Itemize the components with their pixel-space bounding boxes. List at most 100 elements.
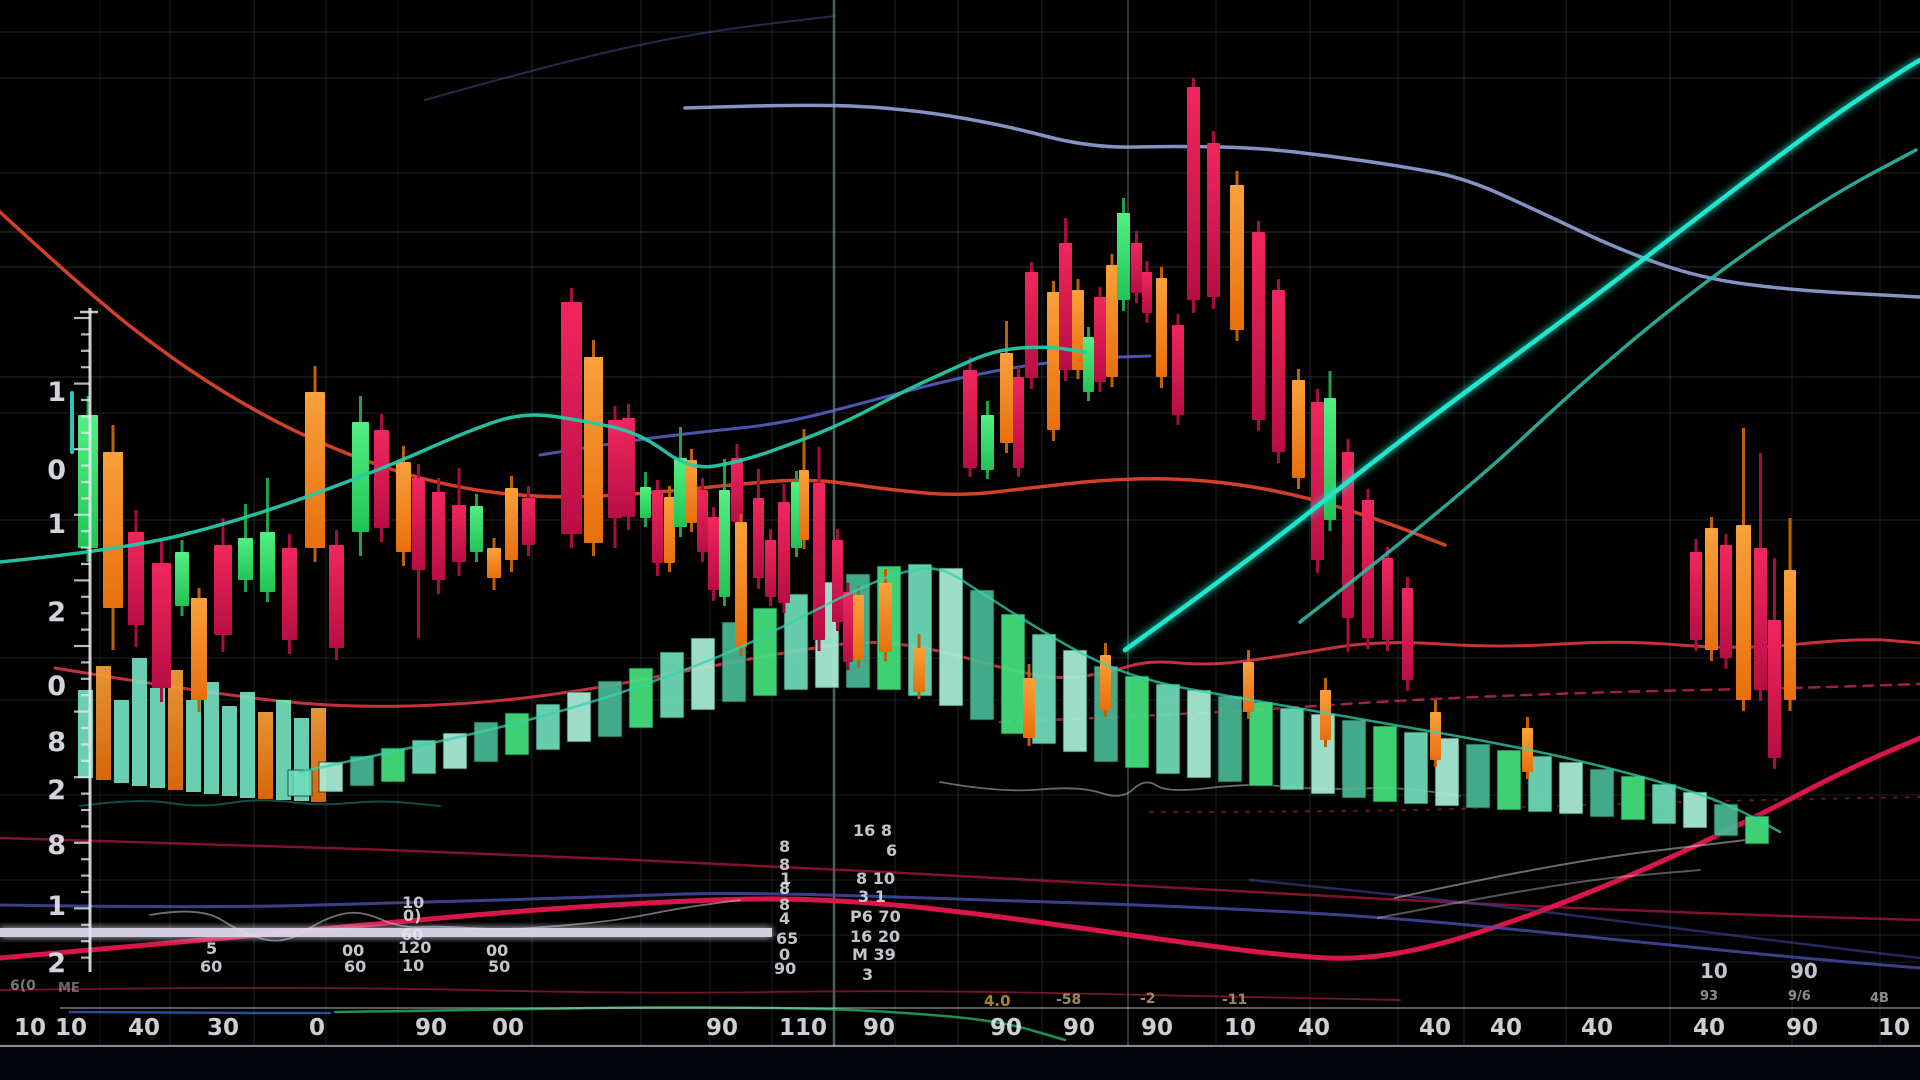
decorative-numeral: ME <box>58 981 80 996</box>
candle-body <box>1117 213 1130 300</box>
red-dotted-line <box>1149 796 1920 813</box>
decorative-numeral: 6(0 <box>10 978 36 994</box>
volume-ridge <box>287 563 1770 845</box>
candle-body <box>674 458 687 527</box>
decorative-numeral: 3 1 <box>858 887 886 906</box>
candle-body <box>1243 662 1254 712</box>
candle-body <box>1784 570 1796 700</box>
candle-body <box>1131 243 1142 293</box>
candle-body <box>778 502 790 603</box>
left-axis-label: 0 <box>47 455 66 486</box>
bottom-axis-label: 40 <box>1298 1015 1330 1041</box>
bottom-axis-label: 90 <box>706 1015 738 1041</box>
grid-lines <box>0 0 1920 1046</box>
candle-body <box>175 552 189 606</box>
bottom-axis-label: 30 <box>207 1015 239 1041</box>
decorative-numeral: 16 20 <box>850 927 900 946</box>
decorative-numeral: 9/6 <box>1788 989 1811 1004</box>
decorative-numeral: 0) <box>403 906 421 925</box>
candle-body <box>305 392 325 548</box>
candle-body <box>470 506 483 552</box>
decorative-numeral: -2 <box>1140 991 1156 1007</box>
candle-body <box>1690 552 1702 640</box>
teal-bottom-left-wave <box>79 799 441 807</box>
candle-body <box>1230 185 1244 330</box>
bottom-dark-strip <box>0 1047 1920 1080</box>
bottom-axis-label: 90 <box>415 1015 447 1041</box>
candle-body <box>487 548 501 578</box>
indigo-baseline <box>68 1010 332 1015</box>
decorative-numeral: 0 <box>779 945 790 964</box>
candle-body <box>1736 525 1751 700</box>
candle-body <box>1100 655 1111 710</box>
volume-bar <box>276 700 291 800</box>
gray-meander-left <box>149 899 741 942</box>
decorative-numeral: 120 <box>398 938 431 957</box>
volume-ridge-bar <box>1000 613 1026 735</box>
candle-body <box>1292 380 1305 478</box>
candle-body <box>765 540 776 597</box>
bottom-axis-label: 90 <box>1141 1015 1173 1041</box>
candle-body <box>1072 290 1084 370</box>
decorative-numeral: -11 <box>1222 992 1247 1008</box>
candle-body <box>1172 325 1184 415</box>
volume-ridge-bar <box>1031 633 1057 745</box>
decorative-numeral: 65 <box>776 929 798 948</box>
candle-body <box>1272 290 1285 452</box>
volume-ridge-bar <box>969 589 995 721</box>
silver-streak-1 <box>1394 839 1747 899</box>
candle-body <box>1311 402 1324 560</box>
volume-bar <box>168 670 183 790</box>
bottom-axis-label: 10 <box>55 1015 87 1041</box>
volume-ridge-bar <box>504 712 530 756</box>
volume-ridge-bar <box>1558 761 1584 815</box>
teal-ma-line <box>0 345 1087 564</box>
decorative-numeral: 10 <box>402 956 424 975</box>
candle-body <box>913 648 925 692</box>
left-axis-label: 2 <box>47 597 66 628</box>
bottom-axis-label: 0 <box>309 1015 325 1041</box>
volume-bar <box>114 700 129 783</box>
decorative-numeral: -58 <box>1056 992 1081 1008</box>
decorative-numeral: 4B <box>1870 991 1889 1006</box>
volume-ridge-bar <box>628 667 654 729</box>
volume-ridge-bar <box>597 680 623 738</box>
candle-body <box>697 490 708 552</box>
decorative-numeral: 60 <box>344 957 366 976</box>
candle-body <box>832 540 843 622</box>
left-axis-label: 1 <box>47 509 66 540</box>
decorative-numeral: 16 8 <box>853 821 892 840</box>
candle-body <box>1382 558 1393 640</box>
volume-ridge-bar <box>566 691 592 743</box>
volume-ridge-bar <box>1341 719 1367 799</box>
candle-body <box>1106 265 1118 377</box>
candle-body <box>1000 353 1013 443</box>
decorative-numeral: 4 <box>779 909 790 928</box>
volume-bar <box>132 658 147 786</box>
candle-body <box>1252 232 1265 420</box>
candle-body <box>622 418 635 517</box>
crimson-bold-swoosh <box>0 735 1920 961</box>
volume-bar <box>222 706 237 796</box>
volume-ridge-bar <box>1248 701 1274 787</box>
crimson-sweep-line <box>0 836 1920 922</box>
decorative-numeral: 3 <box>862 965 873 984</box>
candle-body <box>686 460 697 523</box>
bottom-axis-label: 110 <box>779 1015 827 1041</box>
volume-ridge-bar <box>659 651 685 719</box>
volume-ridge-bar <box>1589 768 1615 818</box>
volume-bar <box>150 688 165 788</box>
candle-body <box>981 415 994 470</box>
candle-body <box>374 430 389 528</box>
left-axis-label: 0 <box>47 671 66 702</box>
candle-body <box>522 498 535 545</box>
decorative-numeral: 00 <box>486 941 508 960</box>
candle-body <box>843 592 853 662</box>
bottom-axis-label: 90 <box>863 1015 895 1041</box>
candle-body <box>1705 528 1718 650</box>
candle-body <box>238 538 253 580</box>
decorative-numeral: 93 <box>1700 989 1718 1004</box>
